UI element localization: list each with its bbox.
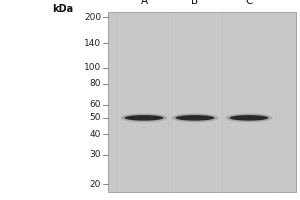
Text: 20: 20 <box>90 180 101 189</box>
Text: 60: 60 <box>90 100 101 109</box>
FancyBboxPatch shape <box>108 12 296 192</box>
Text: A: A <box>140 0 148 6</box>
Ellipse shape <box>121 113 167 122</box>
Text: 140: 140 <box>84 39 101 48</box>
Text: C: C <box>245 0 253 6</box>
Ellipse shape <box>176 115 214 121</box>
Ellipse shape <box>230 115 268 121</box>
Text: B: B <box>191 0 199 6</box>
Ellipse shape <box>226 113 272 122</box>
Text: 80: 80 <box>90 79 101 88</box>
Text: 200: 200 <box>84 13 101 22</box>
Text: 100: 100 <box>84 63 101 72</box>
Text: 50: 50 <box>90 113 101 122</box>
Ellipse shape <box>172 113 218 122</box>
Text: kDa: kDa <box>52 4 74 14</box>
Text: 40: 40 <box>90 130 101 139</box>
Ellipse shape <box>124 115 164 121</box>
Text: 30: 30 <box>90 150 101 159</box>
